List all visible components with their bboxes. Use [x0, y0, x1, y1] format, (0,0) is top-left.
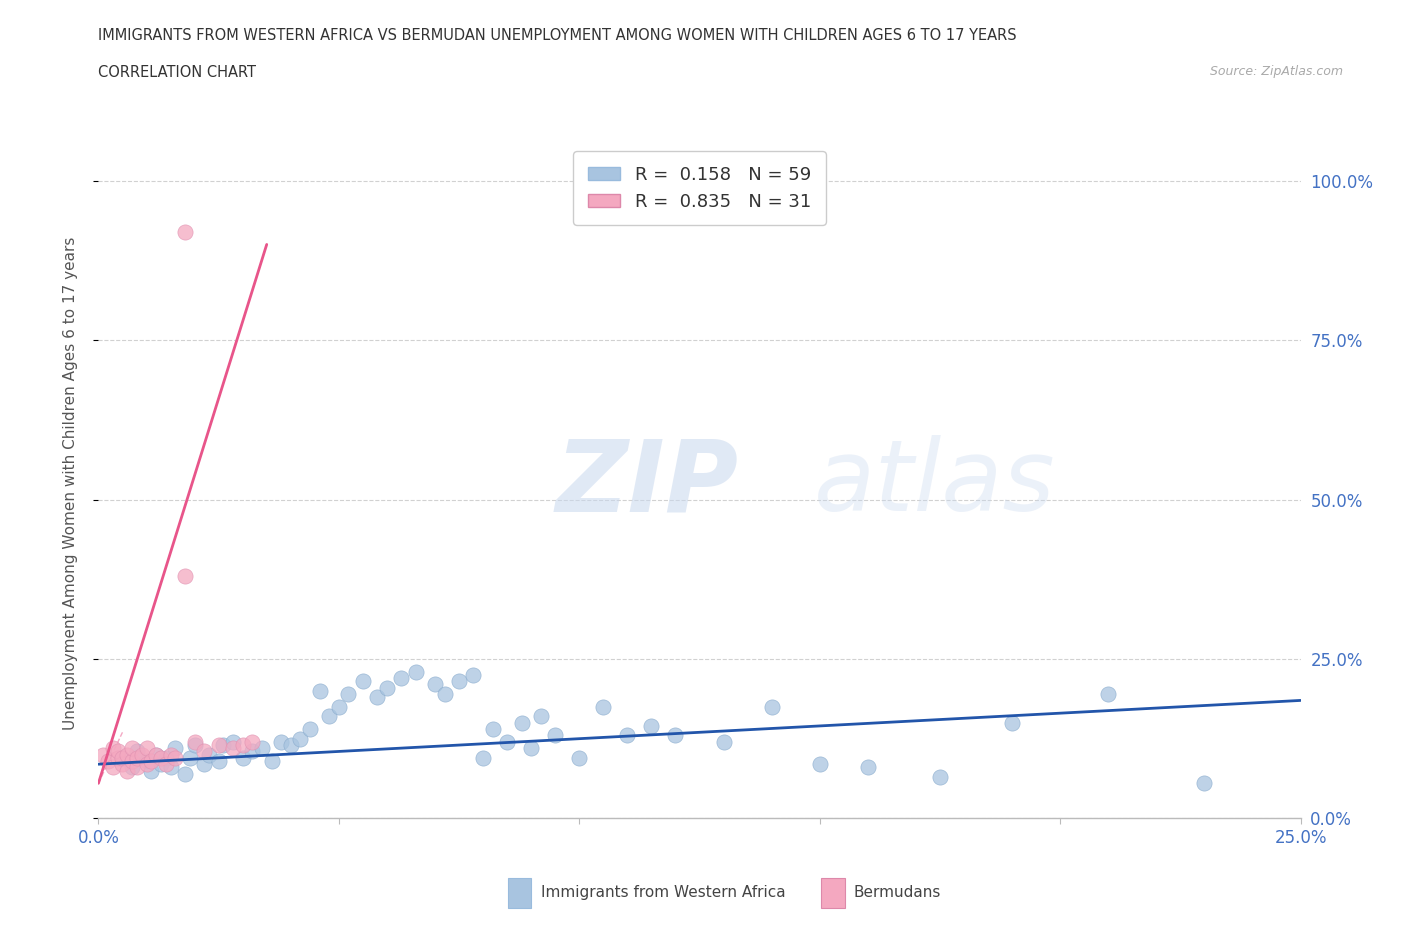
Point — [135, 741, 157, 756]
Text: ZIP: ZIP — [555, 435, 738, 532]
Point — [165, 741, 187, 756]
Point — [298, 722, 321, 737]
Point — [121, 760, 143, 775]
Point — [174, 224, 197, 239]
Point — [222, 735, 245, 750]
Point — [481, 722, 503, 737]
Point — [101, 741, 124, 756]
Point — [270, 735, 292, 750]
Point — [280, 737, 302, 752]
Point — [592, 699, 614, 714]
Point — [423, 677, 446, 692]
Point — [179, 751, 201, 765]
Point — [337, 686, 360, 701]
Point — [174, 568, 197, 583]
Point — [240, 744, 263, 759]
Point — [125, 751, 148, 765]
Point — [616, 728, 638, 743]
Point — [97, 753, 120, 768]
Point — [107, 744, 129, 759]
Text: Bermudans: Bermudans — [853, 885, 941, 900]
Point — [183, 735, 205, 750]
Point — [222, 741, 245, 756]
Point — [328, 699, 350, 714]
Point — [107, 751, 129, 765]
Point — [131, 747, 153, 762]
Point — [121, 753, 143, 768]
Point — [208, 753, 231, 768]
Point — [198, 747, 221, 762]
Point — [91, 747, 114, 762]
Point — [808, 757, 831, 772]
Point — [159, 747, 181, 762]
Point — [155, 751, 177, 765]
Point — [375, 680, 398, 695]
Point — [193, 757, 215, 772]
Point — [308, 684, 330, 698]
Point — [856, 760, 879, 775]
Point — [212, 737, 235, 752]
Point — [520, 741, 543, 756]
Point — [174, 766, 197, 781]
Point — [155, 757, 177, 772]
Text: IMMIGRANTS FROM WESTERN AFRICA VS BERMUDAN UNEMPLOYMENT AMONG WOMEN WITH CHILDRE: IMMIGRANTS FROM WESTERN AFRICA VS BERMUD… — [98, 28, 1017, 43]
Point — [125, 760, 148, 775]
Point — [232, 737, 254, 752]
Point — [149, 757, 172, 772]
Point — [1097, 686, 1119, 701]
Point — [135, 753, 157, 768]
Point — [111, 751, 134, 765]
Point — [352, 674, 374, 689]
Point — [149, 751, 172, 765]
Point — [530, 709, 553, 724]
Point — [544, 728, 567, 743]
Point — [463, 668, 485, 683]
Y-axis label: Unemployment Among Women with Children Ages 6 to 17 years: Unemployment Among Women with Children A… — [63, 237, 77, 730]
Text: atlas: atlas — [814, 435, 1056, 532]
Point — [141, 753, 163, 768]
Point — [1001, 715, 1024, 730]
Point — [117, 764, 139, 778]
Point — [472, 751, 495, 765]
Point — [111, 757, 134, 772]
Point — [240, 735, 263, 750]
Text: Immigrants from Western Africa: Immigrants from Western Africa — [541, 885, 786, 900]
Point — [713, 735, 735, 750]
Point — [433, 686, 456, 701]
Point — [135, 757, 157, 772]
Point — [1194, 776, 1216, 790]
Point — [928, 769, 950, 784]
Point — [145, 747, 167, 762]
Point — [405, 664, 427, 679]
Point — [208, 737, 231, 752]
Point — [366, 690, 388, 705]
Point — [145, 747, 167, 762]
Point — [111, 751, 134, 765]
Point — [761, 699, 783, 714]
Point — [121, 741, 143, 756]
Point — [260, 753, 283, 768]
Point — [165, 751, 187, 765]
Point — [183, 737, 205, 752]
Point — [141, 764, 163, 778]
Point — [232, 751, 254, 765]
Point — [640, 719, 662, 734]
Point — [159, 760, 181, 775]
Text: Source: ZipAtlas.com: Source: ZipAtlas.com — [1209, 65, 1343, 78]
Point — [496, 735, 519, 750]
Point — [125, 744, 148, 759]
Point — [318, 709, 340, 724]
Legend: R =  0.158   N = 59, R =  0.835   N = 31: R = 0.158 N = 59, R = 0.835 N = 31 — [574, 152, 825, 225]
Point — [101, 760, 124, 775]
Text: CORRELATION CHART: CORRELATION CHART — [98, 65, 256, 80]
Point — [447, 674, 470, 689]
Point — [568, 751, 591, 765]
Point — [664, 728, 686, 743]
Point — [389, 671, 412, 685]
Point — [250, 741, 273, 756]
Point — [193, 744, 215, 759]
Point — [290, 731, 312, 746]
Point — [510, 715, 533, 730]
Point — [117, 747, 139, 762]
